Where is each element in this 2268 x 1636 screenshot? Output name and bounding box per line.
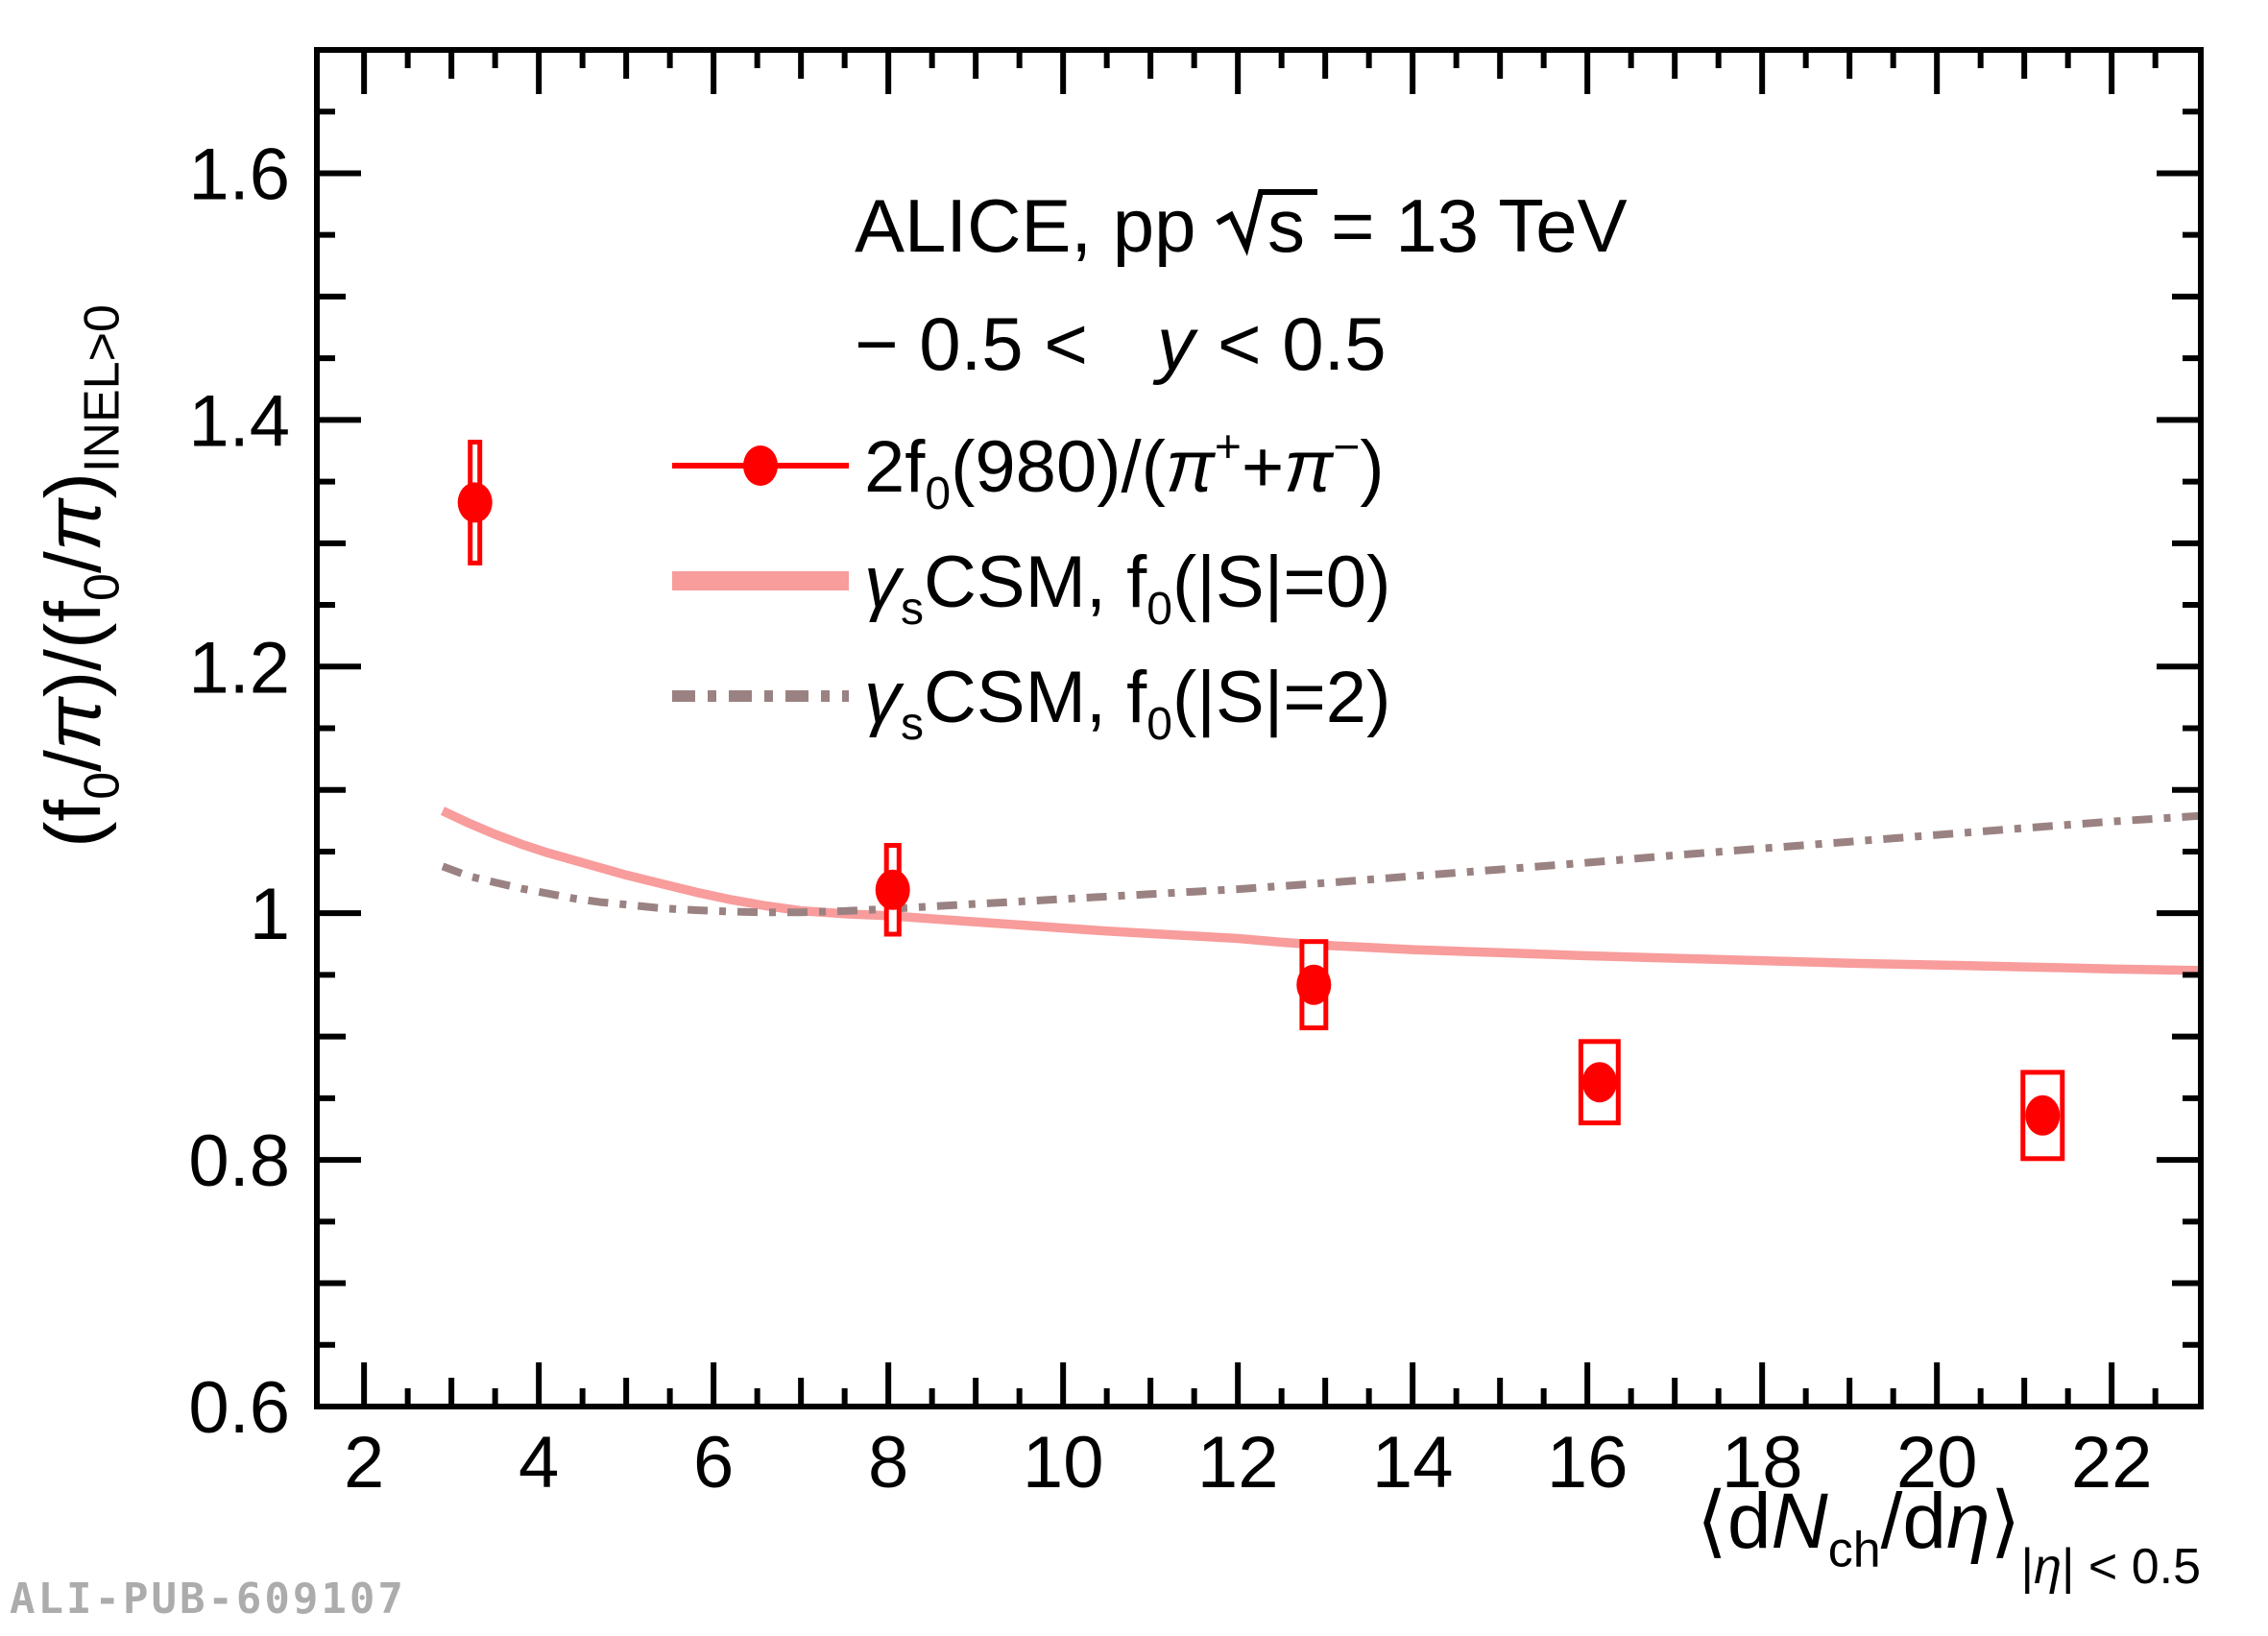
annotation-rapidity-left: − 0.5 < (855, 301, 1088, 386)
annotation-sqrt-s: s (1267, 183, 1305, 268)
legend-entry-label: 2f0(980)/(π++π−) (864, 422, 1385, 520)
x-tick-label: 18 (1722, 1422, 1803, 1504)
csm-s2-curve (441, 811, 2201, 917)
data-point-marker (875, 869, 910, 910)
x-tick-label: 2 (344, 1422, 384, 1504)
legend-entry-label: γsCSM, f0(|S|=0) (864, 541, 1390, 635)
y-tick-label: 0.6 (188, 1367, 290, 1449)
x-tick-label: 16 (1547, 1422, 1629, 1504)
x-tick-label: 8 (868, 1422, 908, 1504)
x-tick-label: 14 (1372, 1422, 1454, 1504)
x-tick-label: 12 (1197, 1422, 1279, 1504)
y-tick-label: 1.4 (188, 380, 290, 462)
annotation-alice: ALICE, pp (855, 183, 1196, 268)
annotation-rapidity-right: < 0.5 (1218, 301, 1387, 386)
y-tick-label: 1.2 (188, 627, 290, 709)
legend-solid-swatch (672, 571, 849, 590)
csm-s0-curve (440, 806, 2201, 975)
data-point-marker (1581, 1062, 1617, 1103)
y-axis-title: (f0/π)/(f0/π)INEL>0 (30, 304, 131, 848)
x-tick-label: 10 (1023, 1422, 1104, 1504)
annotation-energy: = 13 TeV (1331, 183, 1628, 268)
x-tick-label: 22 (2071, 1422, 2153, 1504)
sqrt-radical-icon (1216, 189, 1317, 256)
x-tick-label: 6 (693, 1422, 734, 1504)
x-tick-label: 20 (1896, 1422, 1978, 1504)
data-point-marker (1296, 964, 1332, 1005)
legend-entry-label: γsCSM, f0(|S|=2) (864, 657, 1390, 750)
x-tick-label: 4 (519, 1422, 559, 1504)
y-tick-label: 1.6 (188, 134, 290, 216)
data-point-marker (2025, 1095, 2061, 1136)
watermark-label: ALI-PUB-609107 (10, 1575, 406, 1624)
y-tick-label: 0.8 (188, 1120, 290, 1202)
y-tick-label: 1 (250, 874, 290, 955)
legend-data-marker (743, 445, 778, 486)
annotation-rapidity-var: y (1152, 301, 1198, 386)
x-axis-title: ⟨dNch/dη⟩|η| < 0.5 (1697, 1478, 2201, 1595)
data-point-marker (457, 482, 493, 523)
